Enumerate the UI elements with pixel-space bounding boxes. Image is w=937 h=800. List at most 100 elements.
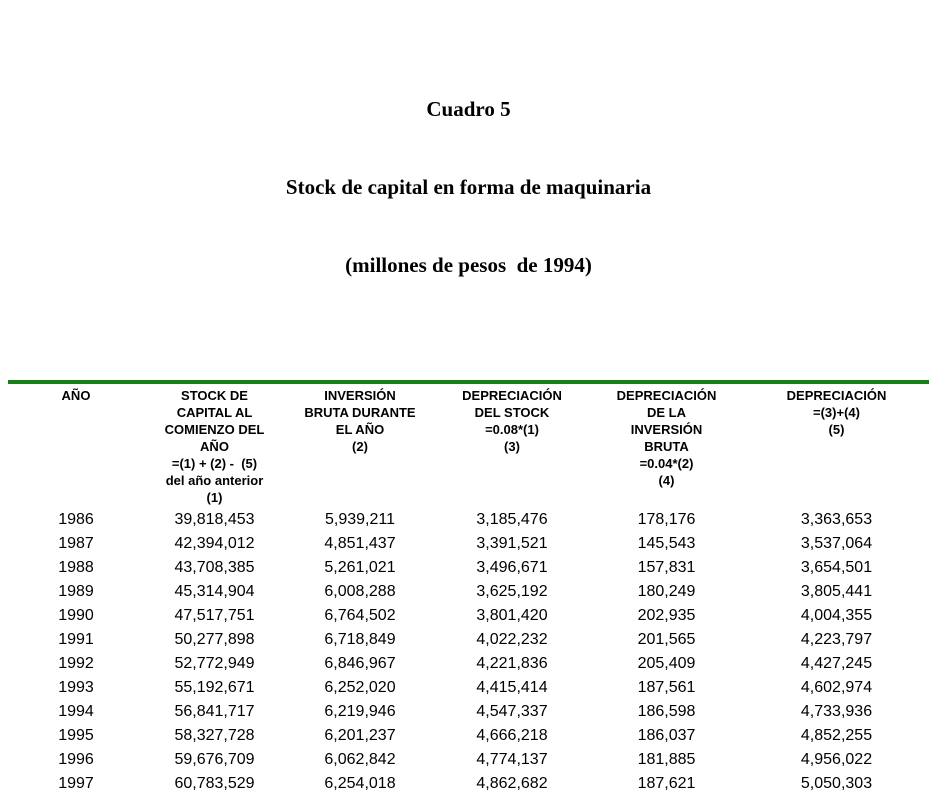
value-cell: 3,805,441: [800, 583, 873, 600]
value-cell: 5,050,303: [800, 775, 873, 792]
column-header-depreciacion-inversion: DEPRECIACIÓN DE LA INVERSIÓN BRUTA =0.04…: [616, 388, 717, 488]
table-body: 1986 39,818,453 5,939,211 3,185,476 178,…: [8, 508, 929, 800]
value-cell: 6,254,018: [324, 775, 396, 792]
capital-stock-table: AÑO STOCK DE CAPITAL AL COMIENZO DEL AÑO…: [8, 380, 929, 800]
value-cell: 3,391,521: [476, 535, 548, 552]
table-row: 1989 45,314,904 6,008,288 3,625,192 180,…: [8, 580, 929, 604]
table-row: 1990 47,517,751 6,764,502 3,801,420 202,…: [8, 604, 929, 628]
value-cell: 3,496,671: [476, 559, 548, 576]
value-cell: 157,831: [637, 559, 696, 576]
value-cell: 6,008,288: [324, 583, 396, 600]
value-cell: 4,774,137: [476, 751, 548, 768]
table-row: 1995 58,327,728 6,201,237 4,666,218 186,…: [8, 724, 929, 748]
value-cell: 180,249: [637, 583, 696, 600]
value-cell: 3,625,192: [476, 583, 548, 600]
table-header: AÑO STOCK DE CAPITAL AL COMIENZO DEL AÑO…: [8, 382, 929, 508]
value-cell: 3,654,501: [800, 559, 873, 576]
value-cell: 56,841,717: [174, 703, 255, 720]
value-cell: 6,846,967: [324, 655, 396, 672]
value-cell: 58,327,728: [174, 727, 255, 744]
table-row: 1994 56,841,717 6,219,946 4,547,337 186,…: [8, 700, 929, 724]
year-cell: 1991: [58, 631, 94, 648]
header-row: AÑO STOCK DE CAPITAL AL COMIENZO DEL AÑO…: [8, 382, 929, 508]
value-cell: 45,314,904: [174, 583, 255, 600]
value-cell: 3,185,476: [476, 511, 548, 528]
value-cell: 3,363,653: [800, 511, 873, 528]
value-cell: 6,764,502: [324, 607, 396, 624]
value-cell: 3,537,064: [800, 535, 873, 552]
value-cell: 186,037: [637, 727, 696, 744]
value-cell: 4,221,836: [476, 655, 548, 672]
year-cell: 1990: [58, 607, 94, 624]
value-cell: 145,543: [637, 535, 696, 552]
table-caption: Cuadro 5 Stock de capital en forma de ma…: [0, 44, 937, 330]
value-cell: 39,818,453: [174, 511, 255, 528]
value-cell: 4,427,245: [800, 655, 873, 672]
value-cell: 42,394,012: [174, 535, 255, 552]
table-subtitle: (millones de pesos de 1994): [345, 253, 592, 277]
column-header-inversion-bruta: INVERSIÓN BRUTA DURANTE EL AÑO (2): [304, 388, 416, 454]
year-cell: 1987: [58, 535, 94, 552]
value-cell: 3,801,420: [476, 607, 548, 624]
document-page: Cuadro 5 Stock de capital en forma de ma…: [0, 44, 937, 800]
value-cell: 4,852,255: [800, 727, 873, 744]
value-cell: 5,745,570: [285, 796, 435, 800]
value-cell: 4,862,682: [476, 775, 548, 792]
value-cell: 4,022,232: [476, 631, 548, 648]
year-cell: 1996: [58, 751, 94, 768]
column-header-depreciacion-total: DEPRECIACIÓN =(3)+(4) (5): [786, 388, 887, 437]
value-cell: 4,004,355: [800, 607, 873, 624]
value-cell: 178,176: [637, 511, 696, 528]
value-cell: 52,772,949: [174, 655, 255, 672]
table-row: 1993 55,192,671 6,252,020 4,415,414 187,…: [8, 676, 929, 700]
value-cell: 6,252,020: [324, 679, 396, 696]
year-cell: 1989: [58, 583, 94, 600]
value-cell: 187,561: [637, 679, 696, 696]
value-cell: 181,885: [637, 751, 696, 768]
column-header-stock-capital: STOCK DE CAPITAL AL COMIENZO DEL AÑO =(1…: [164, 388, 265, 505]
value-cell: 202,935: [637, 607, 696, 624]
column-header-ano: AÑO: [61, 388, 91, 403]
year-cell: 1992: [58, 655, 94, 672]
value-cell: 201,565: [637, 631, 696, 648]
year-cell: 1986: [58, 511, 94, 528]
table-row: 1992 52,772,949 6,846,967 4,221,836 205,…: [8, 652, 929, 676]
value-cell: 59,676,709: [174, 751, 255, 768]
value-cell: 50,277,898: [174, 631, 255, 648]
table-number-title: Cuadro 5: [426, 97, 511, 121]
value-cell: 61,987,244: [144, 796, 285, 800]
year-cell: 1995: [58, 727, 94, 744]
year-cell: 1997: [58, 775, 94, 792]
table-row: 1987 42,394,012 4,851,437 3,391,521 145,…: [8, 532, 929, 556]
table-row: 1986 39,818,453 5,939,211 3,185,476 178,…: [8, 508, 929, 532]
year-cell: 1988: [58, 559, 94, 576]
value-cell: 4,415,414: [476, 679, 548, 696]
year-cell: 1994: [58, 703, 94, 720]
value-cell: 5,261,021: [324, 559, 396, 576]
value-cell: 6,718,849: [324, 631, 396, 648]
value-cell: 55,192,671: [174, 679, 255, 696]
value-cell: 4,851,437: [324, 535, 396, 552]
value-cell: 187,621: [637, 775, 696, 792]
value-cell: 4,958,980: [435, 796, 589, 800]
value-cell: 6,201,237: [324, 727, 396, 744]
value-cell: 186,598: [637, 703, 696, 720]
year-cell: 1998: [8, 796, 144, 800]
value-cell: 4,956,022: [800, 751, 873, 768]
value-cell: 4,547,337: [476, 703, 548, 720]
table-row: 1988 43,708,385 5,261,021 3,496,671 157,…: [8, 556, 929, 580]
table-row: 1997 60,783,529 6,254,018 4,862,682 187,…: [8, 772, 929, 796]
value-cell: 43,708,385: [174, 559, 255, 576]
value-cell: 6,219,946: [324, 703, 396, 720]
table-title: Stock de capital en forma de maquinaria: [285, 175, 652, 199]
value-cell: 172,367: [589, 796, 744, 800]
value-cell: 5,939,211: [325, 511, 395, 528]
value-cell: 6,062,842: [324, 751, 396, 768]
value-cell: 47,517,751: [174, 607, 255, 624]
value-cell: 60,783,529: [174, 775, 255, 792]
value-cell: 5,131,347: [744, 796, 929, 800]
column-header-depreciacion-stock: DEPRECIACIÓN DEL STOCK =0.08*(1) (3): [462, 388, 562, 454]
value-cell: 4,733,936: [800, 703, 873, 720]
value-cell: 4,223,797: [800, 631, 873, 648]
table-row: 1996 59,676,709 6,062,842 4,774,137 181,…: [8, 748, 929, 772]
